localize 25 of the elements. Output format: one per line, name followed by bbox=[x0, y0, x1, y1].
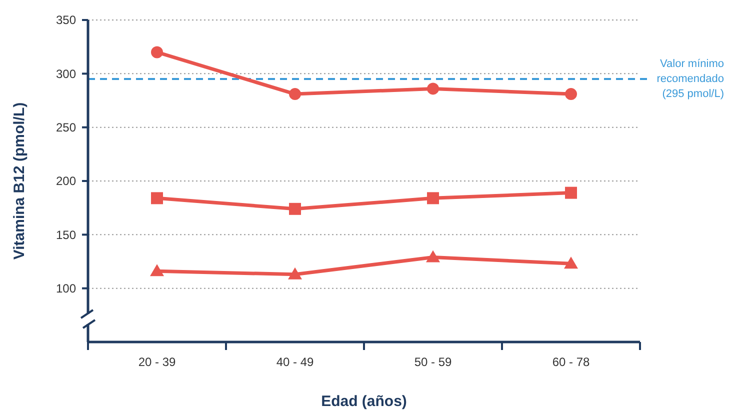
y-tick-label: 200 bbox=[56, 174, 76, 188]
point bbox=[289, 88, 301, 100]
point bbox=[288, 267, 302, 280]
y-axis-title: Vitamina B12 (pmol/L) bbox=[11, 102, 28, 260]
point bbox=[564, 256, 578, 269]
y-tick-label: 150 bbox=[56, 228, 76, 242]
y-tick-label: 250 bbox=[56, 120, 76, 135]
y-tick-label: 350 bbox=[56, 13, 76, 28]
x-tick-label: 40 - 49 bbox=[276, 355, 314, 369]
ref-line-label: Valor mínimo recomendado (295 pmol/L) bbox=[656, 58, 724, 100]
point bbox=[427, 192, 439, 204]
point bbox=[565, 88, 577, 100]
x-tick-label: 50 - 59 bbox=[414, 355, 452, 369]
point bbox=[426, 250, 440, 262]
x-axis-title: Edad (años) bbox=[321, 393, 407, 410]
point bbox=[427, 82, 439, 95]
y-tick-label: 300 bbox=[56, 66, 76, 81]
point bbox=[565, 186, 577, 199]
x-tick-label: 20 - 39 bbox=[138, 355, 176, 369]
x-tick-label: 60 - 78 bbox=[552, 355, 590, 369]
point bbox=[289, 202, 301, 215]
y-tick-label: 100 bbox=[56, 282, 76, 296]
point bbox=[150, 264, 164, 276]
point bbox=[151, 192, 163, 204]
point bbox=[151, 46, 163, 58]
